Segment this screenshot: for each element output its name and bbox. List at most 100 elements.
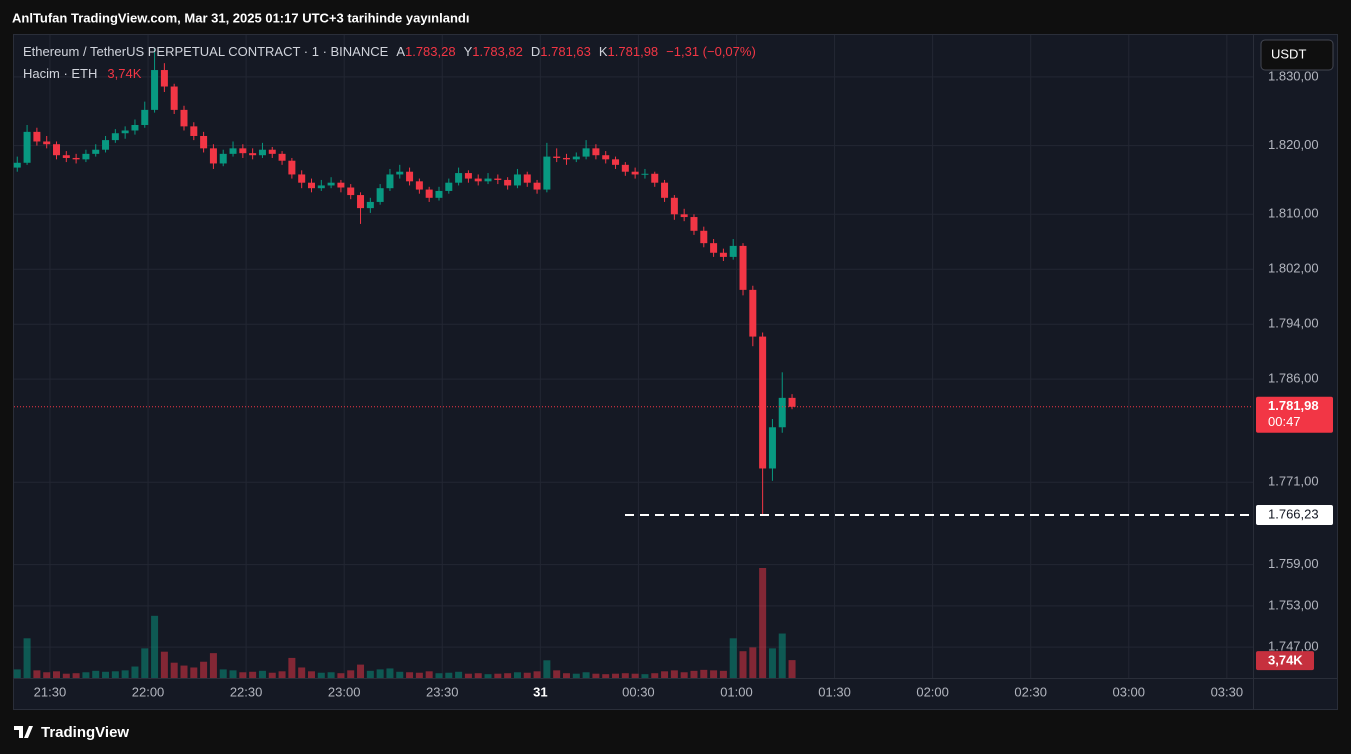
candle-body [170, 86, 178, 110]
candle-body [572, 156, 580, 160]
volume-bar [661, 671, 669, 678]
volume-bar [170, 662, 178, 678]
candle-body [366, 201, 374, 209]
candle-body [298, 174, 306, 183]
candle-body [180, 109, 188, 127]
candle-body [562, 157, 570, 160]
legend-ohlc-label: Y [464, 44, 473, 59]
y-tick-label: 1.810,00 [1268, 206, 1319, 221]
logo-icon [14, 726, 33, 738]
volume-bar [612, 673, 620, 678]
candle-body [788, 397, 796, 407]
volume-bar [710, 670, 718, 678]
candle-body [268, 149, 276, 154]
x-tick-label: 22:00 [132, 684, 165, 699]
legend: Ethereum / TetherUS PERPETUAL CONTRACT ·… [23, 44, 756, 59]
candle-body [33, 131, 41, 142]
candle-body [52, 144, 60, 156]
y-tick-label: 1.759,00 [1268, 556, 1319, 571]
currency-button[interactable] [1260, 39, 1334, 71]
volume-bar [445, 672, 453, 678]
candle-body [347, 187, 355, 196]
volume-legend: Hacim · ETH 3,74K [23, 66, 142, 81]
price-tag-countdown: 00:47 [1268, 414, 1301, 429]
candle-body [464, 173, 472, 179]
volume-bar [464, 673, 472, 678]
candle-body [759, 336, 767, 469]
volume-bar [602, 674, 610, 678]
x-tick-label: 23:00 [328, 684, 361, 699]
volume-bar [533, 671, 541, 678]
volume-bar [249, 671, 257, 678]
volume-bar [92, 670, 100, 678]
candle-body [778, 397, 786, 428]
volume-bar [690, 670, 698, 678]
volume-bar [474, 673, 482, 678]
candle-body [376, 188, 384, 202]
candle-body [504, 179, 512, 186]
volume-bar [768, 648, 776, 678]
candle-body [710, 243, 718, 253]
candle-body [82, 153, 90, 160]
candle-body [484, 178, 492, 182]
volume-bar [219, 669, 227, 678]
x-tick-label: 01:00 [720, 684, 753, 699]
volume-bar [131, 666, 139, 678]
candle-body [23, 131, 31, 163]
candle-body [288, 160, 296, 175]
candle-body [209, 148, 217, 164]
candle-body [661, 182, 669, 198]
volume-bar [229, 670, 237, 678]
candle-body [612, 159, 620, 165]
x-tick-label: 23:30 [426, 684, 459, 699]
candle-body [739, 245, 747, 290]
volume-bar [278, 671, 286, 678]
candle-body [641, 173, 649, 175]
x-tick-label: 02:30 [1014, 684, 1047, 699]
y-tick-label: 1.786,00 [1268, 371, 1319, 386]
volume-legend-value: 3,74K [107, 66, 141, 81]
candle-body [602, 155, 610, 160]
legend-change: −1,31 (−0,07%) [666, 44, 756, 59]
x-tick-label: 21:30 [34, 684, 67, 699]
volume-bar [200, 661, 208, 678]
volume-bar [415, 672, 423, 678]
x-tick-label: 31 [533, 684, 547, 699]
candle-body [229, 148, 237, 154]
price-tag [1256, 396, 1333, 433]
candle-body [631, 171, 639, 175]
level-tag-label: 1.766,23 [1268, 506, 1319, 521]
candle-body [533, 182, 541, 190]
volume-bar [425, 671, 433, 678]
candle-body [553, 156, 561, 158]
volume-bar [631, 673, 639, 678]
currency-label[interactable]: USDT [1271, 46, 1306, 61]
candle-body [13, 162, 21, 168]
volume-bar [298, 667, 306, 678]
grid [14, 35, 1253, 678]
volume-bar [160, 651, 168, 678]
candle-body [768, 427, 776, 469]
candle-body [582, 148, 590, 157]
candle-body [43, 141, 51, 145]
candle-body [455, 173, 463, 183]
legend-ohlc-value: 1.781,63 [540, 44, 591, 59]
volume-bar [582, 672, 590, 678]
candle-body [278, 153, 286, 161]
candle-body [651, 173, 659, 183]
volume-bar [513, 672, 521, 678]
legend-ohlc-value: 1.781,98 [608, 44, 659, 59]
candle-body [111, 133, 119, 141]
candle-body [219, 153, 227, 164]
legend-ohlc-label: D [531, 44, 540, 59]
volume-bar [386, 668, 394, 678]
volume-bar [327, 672, 335, 678]
candle-body [160, 70, 168, 87]
candle-body [141, 109, 149, 125]
volume-bar [376, 669, 384, 678]
y-tick-label: 1.747,00 [1268, 639, 1319, 654]
candle-body [415, 181, 423, 190]
candle-body [494, 178, 502, 180]
candle-body [239, 148, 247, 154]
